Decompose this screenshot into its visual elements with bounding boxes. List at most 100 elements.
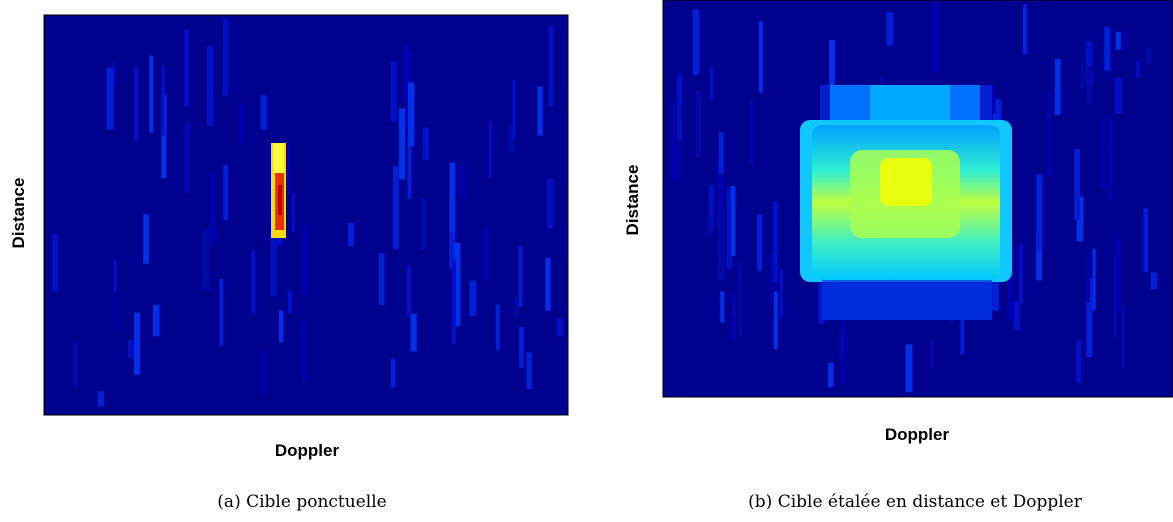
noise-streak bbox=[1143, 208, 1148, 273]
blob-layer bbox=[822, 280, 992, 320]
noise-streak bbox=[408, 82, 415, 147]
noise-streak bbox=[512, 79, 516, 139]
noise-streak bbox=[526, 352, 532, 390]
noise-streak bbox=[392, 166, 399, 250]
noise-streak bbox=[545, 257, 551, 311]
noise-streak bbox=[1018, 244, 1023, 304]
noise-streak bbox=[1124, 29, 1129, 48]
noise-streak bbox=[390, 61, 397, 122]
noise-streak bbox=[1085, 41, 1093, 86]
noise-streak bbox=[106, 67, 114, 130]
noise-streak bbox=[152, 304, 160, 337]
noise-streak bbox=[454, 242, 461, 327]
noise-streak bbox=[291, 193, 296, 233]
x-axis-label: Doppler bbox=[275, 441, 340, 460]
noise-streak bbox=[932, 2, 939, 74]
noise-streak bbox=[1014, 301, 1020, 331]
noise-streak bbox=[1086, 278, 1093, 357]
noise-streak bbox=[692, 9, 700, 76]
noise-streak bbox=[548, 26, 554, 107]
noise-streak bbox=[278, 310, 284, 343]
noise-streak bbox=[390, 358, 396, 388]
noise-streak bbox=[1115, 31, 1121, 50]
noise-streak bbox=[406, 265, 411, 316]
hotspot-a bbox=[271, 143, 286, 238]
noise-streak bbox=[161, 66, 165, 136]
noise-streak bbox=[184, 121, 191, 193]
noise-streak bbox=[128, 339, 134, 359]
heatmap-a bbox=[43, 14, 569, 416]
noise-streak bbox=[708, 185, 714, 230]
y-axis-label: Distance bbox=[623, 165, 642, 236]
hotspot-peak bbox=[278, 185, 282, 215]
noise-streak bbox=[1054, 59, 1061, 115]
noise-streak bbox=[283, 143, 290, 193]
noise-streak bbox=[960, 318, 965, 355]
noise-streak bbox=[1036, 232, 1042, 281]
noise-streak bbox=[519, 327, 524, 368]
noise-streak bbox=[1047, 92, 1051, 178]
noise-streak bbox=[239, 104, 244, 144]
noise-streak bbox=[460, 165, 465, 198]
noise-streak bbox=[348, 223, 355, 247]
noise-streak bbox=[407, 134, 412, 199]
noise-streak bbox=[720, 291, 725, 323]
caption: (a) Cible ponctuelle bbox=[217, 492, 386, 512]
noise-streak bbox=[716, 156, 724, 231]
noise-streak bbox=[508, 125, 516, 153]
noise-streak bbox=[251, 250, 256, 314]
noise-streak bbox=[378, 253, 385, 306]
noise-streak bbox=[829, 40, 835, 106]
noise-streak bbox=[556, 318, 563, 337]
noise-streak bbox=[270, 224, 277, 297]
noise-streak bbox=[731, 297, 736, 318]
noise-streak bbox=[410, 313, 417, 352]
noise-streak bbox=[1080, 63, 1084, 89]
noise-streak bbox=[260, 95, 267, 130]
noise-streak bbox=[773, 291, 778, 350]
noise-streak bbox=[302, 225, 308, 295]
noise-streak bbox=[718, 131, 724, 174]
noise-streak bbox=[260, 351, 266, 395]
noise-streak bbox=[1092, 248, 1096, 311]
noise-streak bbox=[1100, 119, 1106, 188]
plot-area bbox=[43, 14, 569, 416]
noise-streak bbox=[223, 164, 229, 220]
blob-peak bbox=[880, 158, 932, 206]
noise-streak bbox=[222, 18, 229, 96]
noise-streak bbox=[219, 279, 224, 346]
noise-streak bbox=[398, 108, 405, 180]
noise-streak bbox=[402, 45, 410, 101]
noise-streak bbox=[1074, 149, 1081, 221]
noise-streak bbox=[930, 338, 934, 369]
noise-streak bbox=[772, 201, 778, 283]
noise-streak bbox=[717, 206, 725, 281]
noise-streak bbox=[757, 214, 762, 272]
noise-streak bbox=[676, 122, 682, 180]
noise-streak bbox=[449, 162, 456, 247]
noise-streak bbox=[779, 269, 783, 318]
noise-streak bbox=[677, 74, 682, 140]
noise-streak bbox=[514, 296, 518, 318]
noise-streak bbox=[1022, 4, 1027, 55]
blob-b bbox=[800, 85, 1012, 320]
noise-streak bbox=[537, 86, 543, 136]
noise-streak bbox=[184, 29, 189, 107]
noise-streak bbox=[134, 67, 139, 140]
noise-streak bbox=[1150, 272, 1157, 290]
noise-streak bbox=[1121, 306, 1126, 369]
x-axis-label: Doppler bbox=[885, 425, 950, 444]
noise-streak bbox=[758, 21, 763, 93]
noise-streak bbox=[769, 254, 773, 303]
noise-streak bbox=[726, 187, 733, 270]
noise-streak bbox=[210, 172, 215, 244]
noise-streak bbox=[113, 259, 117, 293]
noise-streak bbox=[112, 61, 116, 84]
noise-streak bbox=[52, 233, 58, 292]
noise-streak bbox=[1107, 117, 1112, 200]
noise-streak bbox=[420, 198, 427, 250]
noise-streak bbox=[488, 121, 492, 178]
noise-streak bbox=[202, 229, 210, 291]
noise-streak bbox=[730, 185, 736, 257]
